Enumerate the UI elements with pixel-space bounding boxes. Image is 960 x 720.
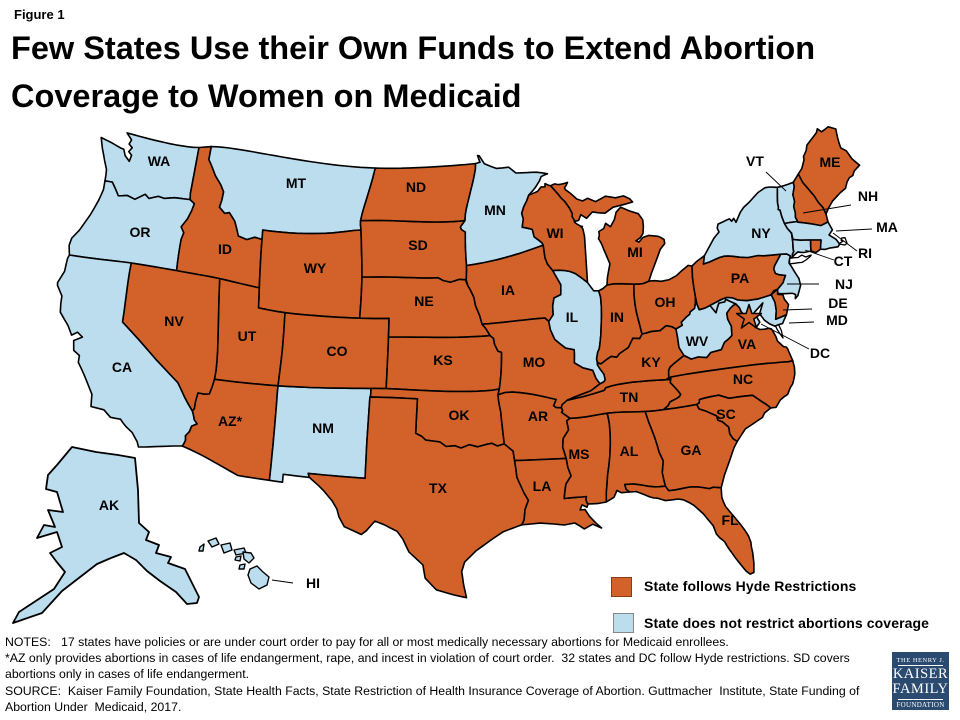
svg-text:TX: TX <box>429 480 448 496</box>
svg-text:WV: WV <box>686 333 709 349</box>
svg-text:WI: WI <box>546 225 563 241</box>
svg-text:DE: DE <box>828 295 847 311</box>
svg-text:RI: RI <box>858 245 872 261</box>
svg-text:CO: CO <box>327 343 348 359</box>
svg-text:OK: OK <box>449 407 470 423</box>
svg-text:MI: MI <box>627 244 643 260</box>
svg-text:CA: CA <box>112 359 132 375</box>
svg-text:AL: AL <box>620 443 639 459</box>
svg-text:SC: SC <box>716 406 735 422</box>
svg-text:MO: MO <box>523 354 546 370</box>
svg-text:SD: SD <box>408 237 427 253</box>
svg-text:AK: AK <box>99 497 119 513</box>
svg-text:TN: TN <box>620 389 639 405</box>
svg-text:MN: MN <box>484 202 506 218</box>
svg-text:NH: NH <box>858 188 878 204</box>
svg-text:IA: IA <box>501 282 515 298</box>
svg-text:KS: KS <box>433 352 452 368</box>
svg-text:NJ: NJ <box>835 276 853 292</box>
svg-text:NV: NV <box>164 313 184 329</box>
svg-text:ID: ID <box>218 241 232 257</box>
svg-text:IN: IN <box>610 309 624 325</box>
svg-text:UT: UT <box>238 328 257 344</box>
svg-text:LA: LA <box>533 478 552 494</box>
svg-text:MA: MA <box>876 219 898 235</box>
svg-text:KY: KY <box>641 354 661 370</box>
svg-text:MT: MT <box>286 175 307 191</box>
svg-text:PA: PA <box>731 270 749 286</box>
svg-text:ND: ND <box>406 179 426 195</box>
svg-text:OR: OR <box>130 224 151 240</box>
svg-text:VA: VA <box>738 336 756 352</box>
svg-text:FL: FL <box>721 512 739 528</box>
svg-text:WA: WA <box>148 153 171 169</box>
svg-text:IL: IL <box>566 309 579 325</box>
svg-text:OH: OH <box>655 294 676 310</box>
svg-text:DC: DC <box>810 345 830 361</box>
svg-text:HI: HI <box>306 575 320 591</box>
svg-text:NE: NE <box>414 293 433 309</box>
svg-text:MD: MD <box>826 312 848 328</box>
svg-text:AR: AR <box>528 408 548 424</box>
svg-text:NY: NY <box>751 225 771 241</box>
svg-text:NC: NC <box>733 371 753 387</box>
svg-text:AZ*: AZ* <box>218 413 243 429</box>
svg-text:CT: CT <box>834 253 853 269</box>
svg-text:GA: GA <box>681 442 702 458</box>
svg-text:NM: NM <box>312 420 334 436</box>
svg-text:MS: MS <box>569 446 590 462</box>
svg-text:ME: ME <box>820 154 841 170</box>
svg-text:VT: VT <box>746 153 764 169</box>
svg-text:WY: WY <box>304 260 327 276</box>
